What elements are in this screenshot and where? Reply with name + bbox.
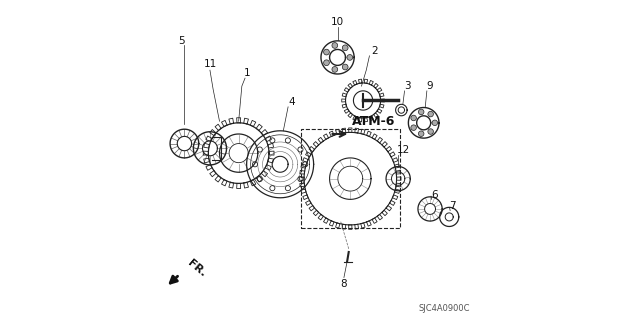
Text: 11: 11 bbox=[204, 59, 216, 69]
Circle shape bbox=[285, 138, 291, 143]
Text: SJC4A0900C: SJC4A0900C bbox=[419, 304, 470, 313]
Circle shape bbox=[298, 176, 303, 182]
Circle shape bbox=[347, 55, 353, 60]
Circle shape bbox=[428, 129, 433, 134]
Text: 3: 3 bbox=[404, 81, 411, 91]
Circle shape bbox=[303, 162, 308, 167]
Circle shape bbox=[257, 147, 262, 152]
Circle shape bbox=[419, 109, 424, 115]
Text: 7: 7 bbox=[449, 201, 456, 211]
Text: FR.: FR. bbox=[186, 257, 208, 278]
Text: ATM-6: ATM-6 bbox=[352, 115, 396, 128]
Text: 10: 10 bbox=[331, 17, 344, 27]
Circle shape bbox=[342, 45, 348, 51]
Circle shape bbox=[298, 147, 303, 152]
Text: 1: 1 bbox=[243, 68, 250, 78]
Circle shape bbox=[419, 131, 424, 137]
Circle shape bbox=[411, 115, 417, 121]
Text: 12: 12 bbox=[396, 145, 410, 155]
Circle shape bbox=[332, 67, 338, 72]
Circle shape bbox=[428, 111, 433, 117]
Text: 9: 9 bbox=[427, 81, 433, 91]
Circle shape bbox=[270, 186, 275, 191]
Circle shape bbox=[342, 64, 348, 70]
Circle shape bbox=[285, 186, 291, 191]
Text: 4: 4 bbox=[288, 97, 294, 107]
Text: 2: 2 bbox=[371, 46, 378, 56]
Circle shape bbox=[332, 42, 338, 48]
Circle shape bbox=[432, 120, 438, 126]
Circle shape bbox=[257, 176, 262, 182]
Circle shape bbox=[324, 49, 330, 55]
Text: 8: 8 bbox=[340, 279, 348, 289]
Circle shape bbox=[411, 125, 417, 130]
Text: 6: 6 bbox=[431, 189, 438, 200]
Text: 5: 5 bbox=[178, 36, 184, 47]
Circle shape bbox=[270, 138, 275, 143]
Circle shape bbox=[252, 162, 257, 167]
Circle shape bbox=[324, 60, 330, 66]
